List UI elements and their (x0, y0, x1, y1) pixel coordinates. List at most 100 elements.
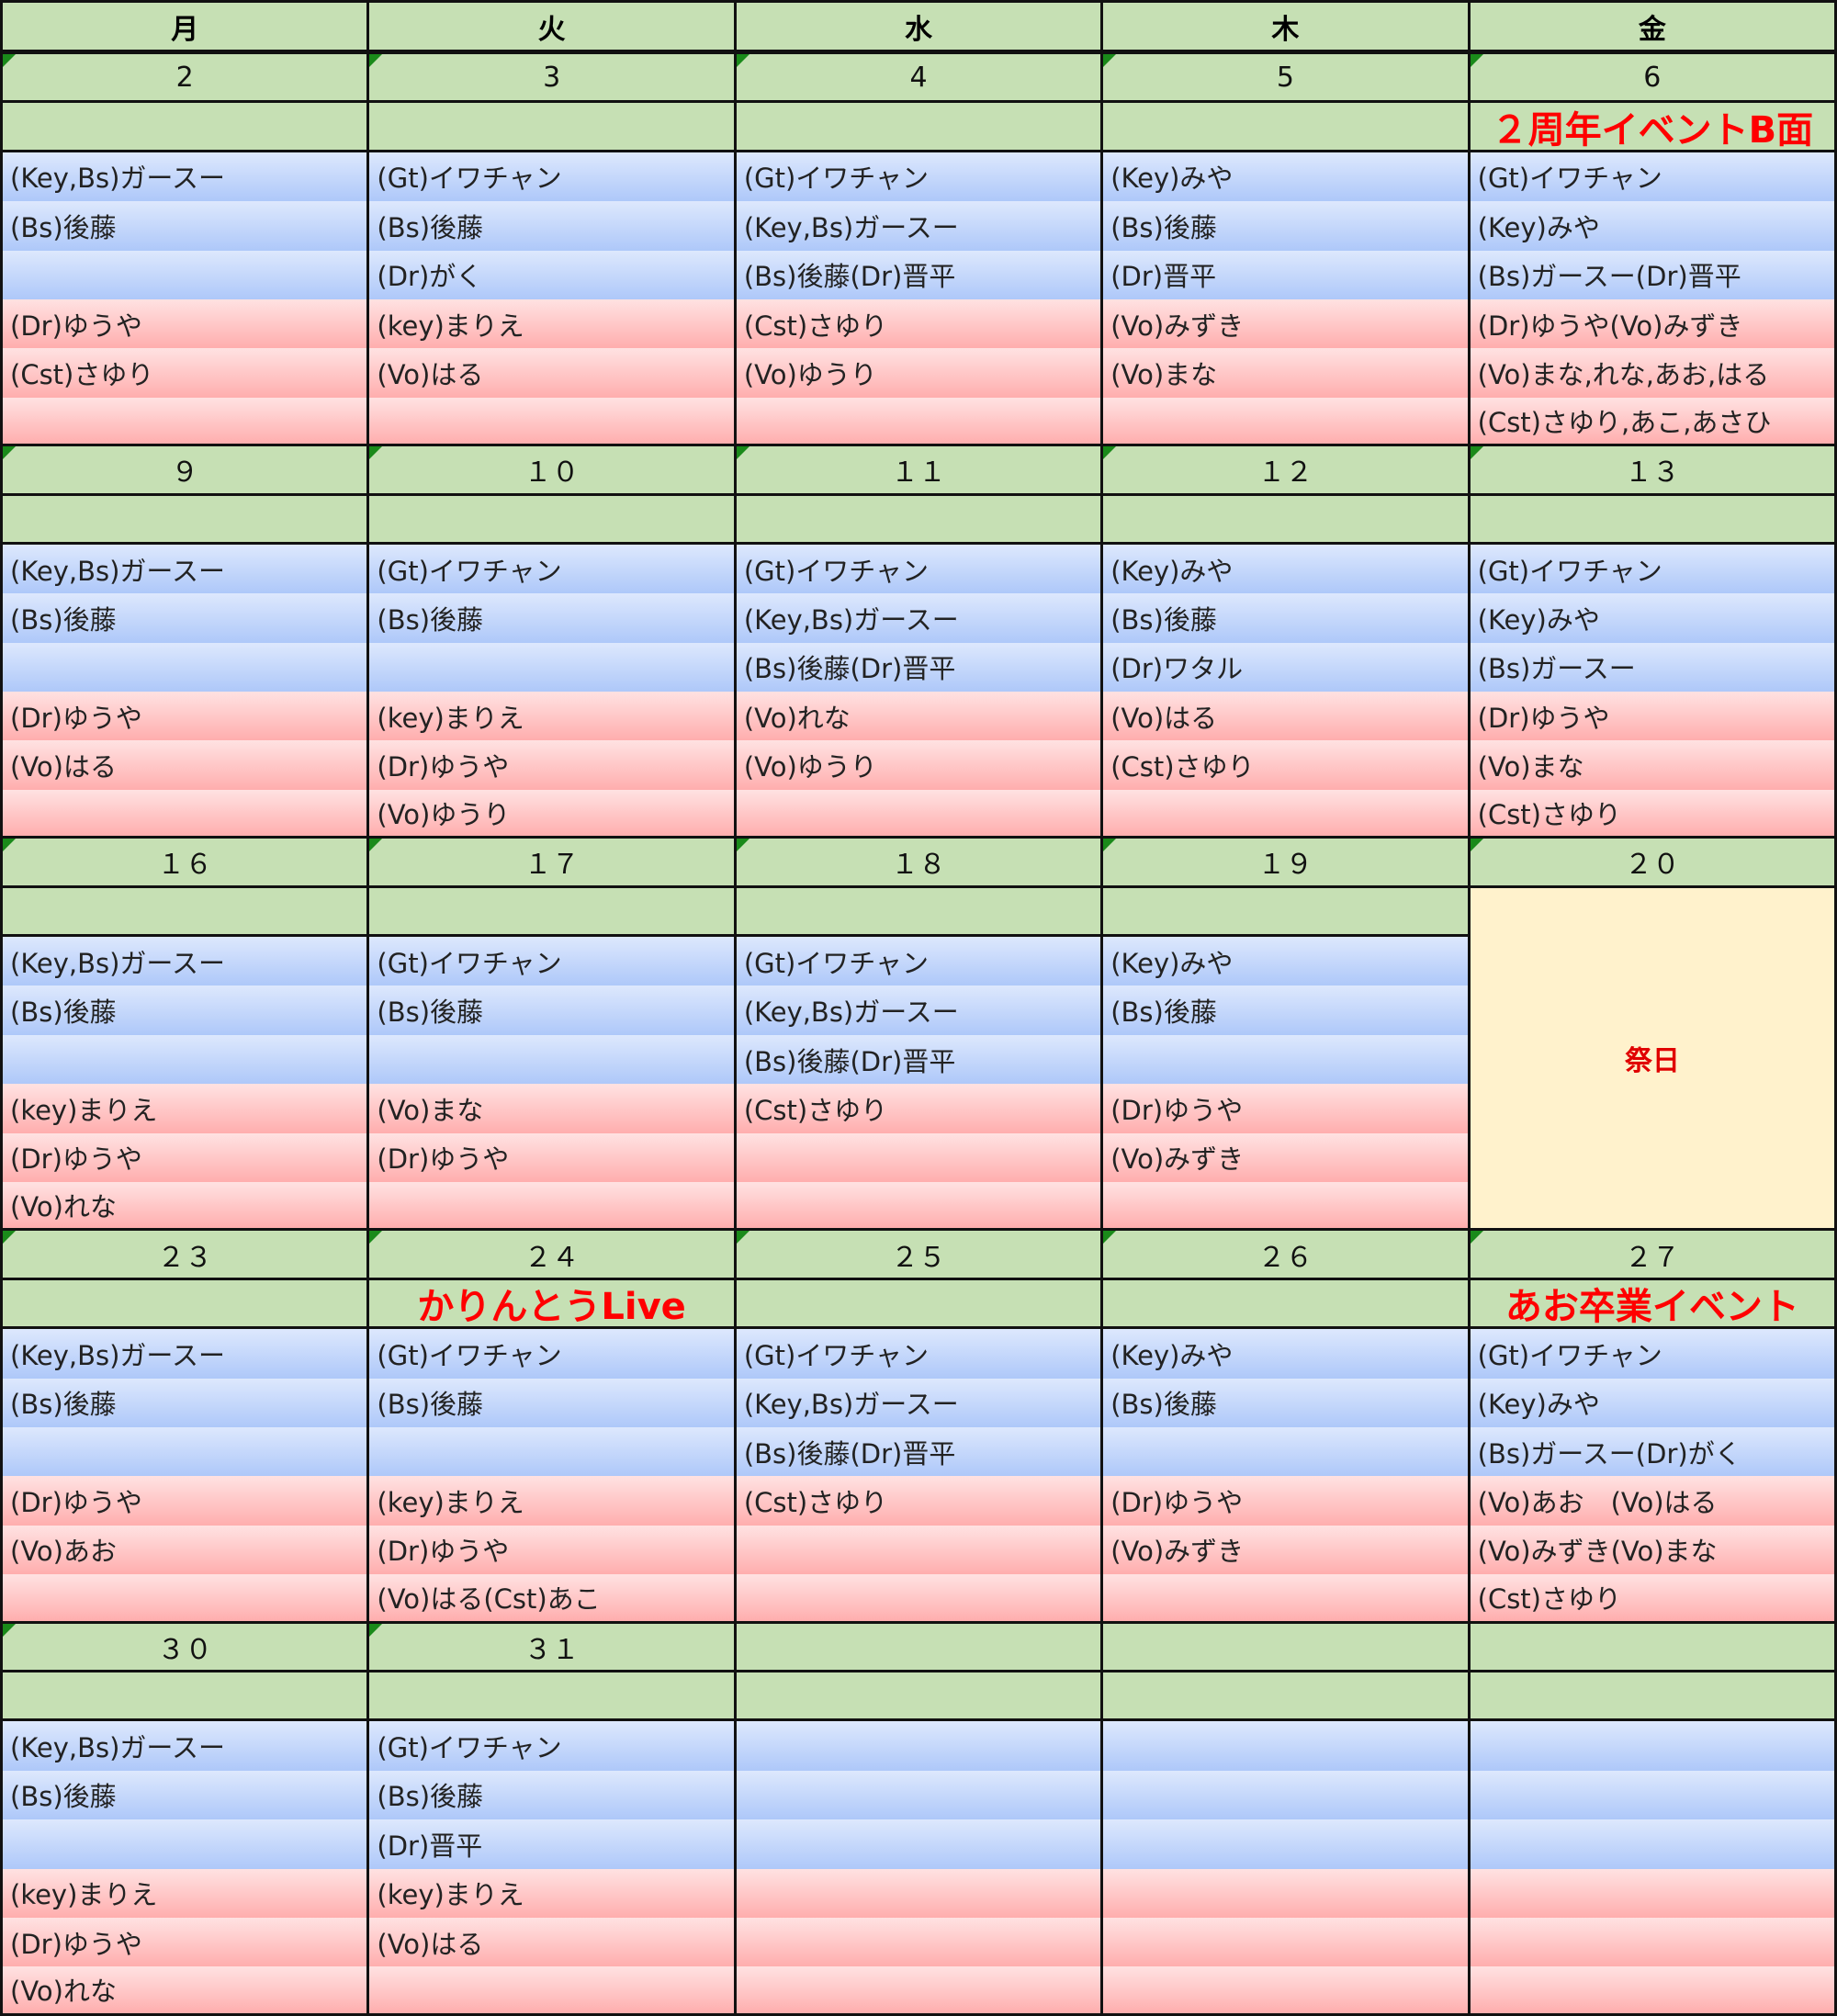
member-cell[interactable]: (Key)みや (1103, 937, 1468, 986)
event-cell[interactable] (736, 495, 1101, 545)
member-cell[interactable]: (Bs)後藤 (369, 593, 734, 643)
member-cell[interactable] (1103, 1574, 1468, 1624)
member-cell[interactable]: (Cst)さゆり (736, 1476, 1101, 1526)
member-cell[interactable]: (Bs)後藤(Dr)晋平 (736, 642, 1101, 693)
member-cell[interactable] (369, 1427, 734, 1477)
member-cell[interactable]: (Dr)ゆうや (1103, 1084, 1468, 1133)
date-cell[interactable]: 4 (736, 54, 1101, 104)
member-cell[interactable]: (Key,Bs)ガースー (3, 544, 367, 594)
member-cell[interactable] (3, 1574, 367, 1624)
event-cell[interactable] (369, 495, 734, 545)
member-cell[interactable]: (Key)みや (1470, 1378, 1835, 1427)
member-cell[interactable]: (Dr)ゆうや (3, 692, 367, 741)
member-cell[interactable]: (Key,Bs)ガースー (736, 985, 1101, 1035)
member-cell[interactable] (1470, 1721, 1835, 1771)
member-cell[interactable]: (Dr)ゆうや(Vo)みずき (1470, 298, 1835, 349)
date-cell[interactable]: ３０ (3, 1623, 367, 1672)
member-cell[interactable] (736, 1819, 1101, 1869)
member-cell[interactable]: (Cst)さゆり (1470, 789, 1835, 839)
member-cell[interactable] (1103, 1868, 1468, 1918)
member-cell[interactable]: (Bs)後藤 (3, 593, 367, 643)
date-cell[interactable]: １０ (369, 446, 734, 496)
date-cell[interactable]: １３ (1470, 446, 1835, 496)
member-cell[interactable]: (Dr)ゆうや (369, 1132, 734, 1182)
event-cell[interactable] (1470, 1672, 1835, 1722)
member-cell[interactable] (1470, 1868, 1835, 1918)
member-cell[interactable] (369, 1181, 734, 1232)
member-cell[interactable] (736, 1181, 1101, 1232)
member-cell[interactable]: (Cst)さゆり,あこ,あさひ (1470, 397, 1835, 447)
date-cell[interactable]: ２５ (736, 1231, 1101, 1280)
event-cell[interactable] (3, 1279, 367, 1330)
member-cell[interactable] (1103, 1966, 1468, 2016)
member-cell[interactable]: (Vo)まな (1103, 348, 1468, 398)
member-cell[interactable] (1103, 1034, 1468, 1085)
member-cell[interactable]: (Bs)後藤 (369, 201, 734, 251)
member-cell[interactable] (369, 1966, 734, 2016)
member-cell[interactable]: (Dr)ゆうや (369, 1525, 734, 1575)
member-cell[interactable]: (Vo)まな,れな,あお,はる (1470, 348, 1835, 398)
member-cell[interactable]: (Key,Bs)ガースー (3, 152, 367, 202)
date-cell[interactable]: 5 (1103, 54, 1468, 104)
member-cell[interactable]: (Dr)ゆうや (1103, 1476, 1468, 1526)
member-cell[interactable] (1103, 1770, 1468, 1820)
member-cell[interactable]: (Bs)後藤 (3, 201, 367, 251)
event-cell[interactable] (3, 103, 367, 152)
member-cell[interactable]: (Bs)後藤(Dr)晋平 (736, 1427, 1101, 1477)
member-cell[interactable]: (Gt)イワチャン (369, 937, 734, 986)
member-cell[interactable]: (Key,Bs)ガースー (3, 1721, 367, 1771)
date-cell[interactable]: ２７ (1470, 1231, 1835, 1280)
member-cell[interactable] (3, 1427, 367, 1477)
member-cell[interactable]: (Vo)ゆうり (736, 348, 1101, 398)
member-cell[interactable] (736, 789, 1101, 839)
member-cell[interactable]: (Gt)イワチャン (736, 152, 1101, 202)
event-cell[interactable] (736, 887, 1101, 938)
member-cell[interactable]: (Key)みや (1103, 544, 1468, 594)
member-cell[interactable]: (Gt)イワチャン (369, 1721, 734, 1771)
date-cell[interactable]: １８ (736, 839, 1101, 888)
member-cell[interactable]: (Key,Bs)ガースー (736, 201, 1101, 251)
date-cell[interactable]: １７ (369, 839, 734, 888)
member-cell[interactable]: (Vo)あお (3, 1525, 367, 1575)
member-cell[interactable]: (Vo)みずき(Vo)まな (1470, 1525, 1835, 1575)
member-cell[interactable]: (Key)みや (1470, 201, 1835, 251)
date-cell[interactable]: 2 (3, 54, 367, 104)
member-cell[interactable]: (Gt)イワチャン (736, 937, 1101, 986)
member-cell[interactable] (1470, 1770, 1835, 1820)
date-cell[interactable] (1103, 1623, 1468, 1672)
date-cell[interactable] (736, 1623, 1101, 1672)
member-cell[interactable]: (Key)みや (1103, 152, 1468, 202)
event-cell[interactable] (1103, 495, 1468, 545)
member-cell[interactable] (3, 250, 367, 299)
member-cell[interactable]: (Key)みや (1470, 593, 1835, 643)
member-cell[interactable] (1103, 1427, 1468, 1477)
member-cell[interactable]: (Bs)ガースー (1470, 642, 1835, 693)
member-cell[interactable]: (Dr)ゆうや (3, 1917, 367, 1967)
member-cell[interactable]: (Cst)さゆり (1103, 740, 1468, 790)
member-cell[interactable]: (key)まりえ (3, 1868, 367, 1918)
member-cell[interactable] (736, 1966, 1101, 2016)
member-cell[interactable] (3, 1819, 367, 1869)
member-cell[interactable]: (Bs)後藤 (1103, 593, 1468, 643)
member-cell[interactable]: (Gt)イワチャン (369, 1329, 734, 1379)
member-cell[interactable]: (Key)みや (1103, 1329, 1468, 1379)
member-cell[interactable] (736, 397, 1101, 447)
member-cell[interactable]: (Dr)ゆうや (3, 298, 367, 349)
member-cell[interactable] (736, 1868, 1101, 1918)
member-cell[interactable]: (Bs)後藤 (1103, 985, 1468, 1035)
member-cell[interactable]: (Vo)はる(Cst)あこ (369, 1574, 734, 1624)
member-cell[interactable]: (Vo)みずき (1103, 1132, 1468, 1182)
member-cell[interactable]: (Bs)ガースー(Dr)がく (1470, 1427, 1835, 1477)
member-cell[interactable]: (Key,Bs)ガースー (736, 593, 1101, 643)
member-cell[interactable] (3, 397, 367, 447)
event-cell[interactable]: かりんとうLive (369, 1279, 734, 1330)
member-cell[interactable] (3, 642, 367, 693)
event-cell[interactable]: あお卒業イベント (1470, 1279, 1835, 1330)
member-cell[interactable]: (Key,Bs)ガースー (736, 1378, 1101, 1427)
member-cell[interactable]: (Vo)まな (1470, 740, 1835, 790)
member-cell[interactable]: (Gt)イワチャン (1470, 544, 1835, 594)
event-cell[interactable] (736, 1279, 1101, 1330)
member-cell[interactable] (1103, 1819, 1468, 1869)
member-cell[interactable]: (key)まりえ (3, 1084, 367, 1133)
member-cell[interactable]: (Bs)後藤 (3, 1770, 367, 1820)
